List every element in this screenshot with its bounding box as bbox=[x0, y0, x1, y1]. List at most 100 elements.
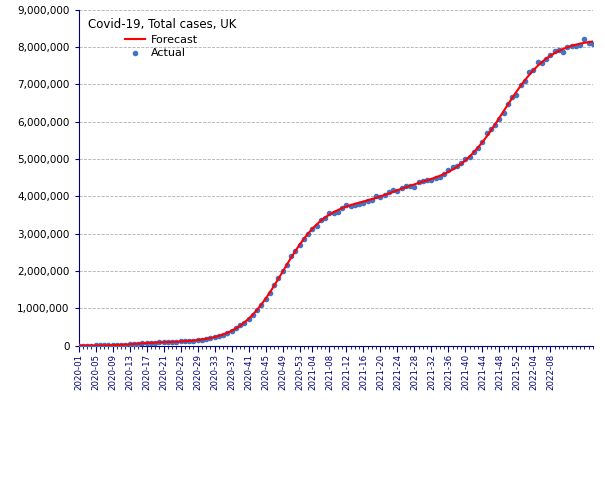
Forecast bbox=[75, 343, 82, 348]
Actual bbox=[512, 91, 522, 98]
Actual bbox=[588, 40, 598, 48]
Actual bbox=[91, 342, 100, 349]
Actual bbox=[282, 261, 292, 269]
Actual bbox=[563, 43, 572, 51]
Actual bbox=[388, 186, 398, 194]
Actual bbox=[320, 214, 330, 221]
Actual bbox=[312, 222, 321, 229]
Actual bbox=[427, 176, 436, 184]
Actual bbox=[342, 201, 352, 208]
Actual bbox=[316, 216, 325, 224]
Actual bbox=[376, 193, 385, 201]
Actual bbox=[550, 47, 560, 54]
Actual bbox=[520, 78, 530, 85]
Actual bbox=[575, 41, 585, 49]
Forecast bbox=[572, 42, 580, 48]
Actual bbox=[525, 68, 534, 76]
Actual bbox=[384, 188, 394, 195]
Actual bbox=[469, 148, 479, 156]
Actual bbox=[529, 66, 538, 74]
Actual bbox=[499, 109, 508, 117]
Actual bbox=[116, 341, 126, 348]
Actual bbox=[180, 337, 190, 345]
Forecast bbox=[241, 320, 248, 325]
Actual bbox=[142, 339, 151, 347]
Actual bbox=[261, 295, 270, 303]
Actual bbox=[580, 35, 589, 42]
Actual bbox=[537, 59, 547, 67]
Actual bbox=[503, 100, 513, 108]
Actual bbox=[380, 191, 390, 199]
Actual bbox=[137, 339, 147, 347]
Actual bbox=[431, 174, 440, 181]
Actual bbox=[129, 340, 139, 348]
Actual bbox=[546, 51, 555, 59]
Actual bbox=[516, 81, 526, 89]
Actual bbox=[168, 338, 177, 346]
Actual bbox=[422, 176, 432, 184]
Forecast bbox=[402, 184, 410, 190]
Actual bbox=[82, 342, 92, 349]
Actual bbox=[584, 39, 594, 47]
Actual bbox=[290, 247, 300, 254]
Actual bbox=[244, 315, 253, 323]
Actual bbox=[346, 202, 356, 209]
Actual bbox=[460, 156, 470, 163]
Actual bbox=[541, 56, 551, 63]
Actual bbox=[482, 129, 491, 137]
Actual bbox=[295, 241, 304, 249]
Actual bbox=[87, 342, 96, 349]
Actual bbox=[235, 322, 245, 329]
Actual bbox=[206, 334, 215, 342]
Actual bbox=[324, 209, 334, 217]
Actual bbox=[227, 327, 237, 335]
Actual bbox=[307, 225, 317, 233]
Actual bbox=[414, 178, 424, 186]
Actual bbox=[401, 182, 411, 190]
Actual bbox=[150, 339, 160, 347]
Actual bbox=[439, 170, 449, 178]
Actual bbox=[443, 166, 453, 174]
Actual bbox=[159, 338, 168, 346]
Actual bbox=[452, 162, 462, 170]
Actual bbox=[172, 338, 182, 346]
Actual bbox=[218, 331, 228, 338]
Actual bbox=[78, 342, 88, 349]
Actual bbox=[95, 342, 105, 349]
Actual bbox=[371, 192, 381, 200]
Actual bbox=[112, 341, 122, 349]
Actual bbox=[473, 144, 483, 152]
Actual bbox=[265, 289, 275, 297]
Actual bbox=[456, 159, 466, 167]
Actual bbox=[571, 42, 581, 49]
Actual bbox=[269, 282, 279, 289]
Actual bbox=[554, 46, 564, 53]
Line: Forecast: Forecast bbox=[79, 41, 593, 346]
Actual bbox=[397, 184, 407, 192]
Actual bbox=[210, 333, 220, 341]
Actual bbox=[465, 153, 474, 160]
Actual bbox=[74, 342, 83, 349]
Actual bbox=[108, 341, 117, 349]
Actual bbox=[486, 125, 495, 133]
Forecast bbox=[356, 200, 363, 205]
Actual bbox=[338, 204, 347, 212]
Actual bbox=[448, 164, 457, 171]
Actual bbox=[201, 335, 211, 343]
Actual bbox=[240, 319, 249, 326]
Actual bbox=[125, 340, 134, 348]
Actual bbox=[299, 235, 309, 242]
Actual bbox=[393, 187, 402, 194]
Actual bbox=[273, 274, 283, 281]
Actual bbox=[278, 268, 287, 276]
Actual bbox=[477, 138, 487, 146]
Actual bbox=[154, 338, 164, 346]
Actual bbox=[367, 197, 377, 204]
Actual bbox=[567, 42, 577, 49]
Actual bbox=[252, 306, 262, 313]
Actual bbox=[231, 324, 241, 332]
Actual bbox=[99, 342, 109, 349]
Legend: Forecast, Actual: Forecast, Actual bbox=[84, 15, 239, 61]
Actual bbox=[494, 115, 504, 122]
Actual bbox=[214, 332, 224, 340]
